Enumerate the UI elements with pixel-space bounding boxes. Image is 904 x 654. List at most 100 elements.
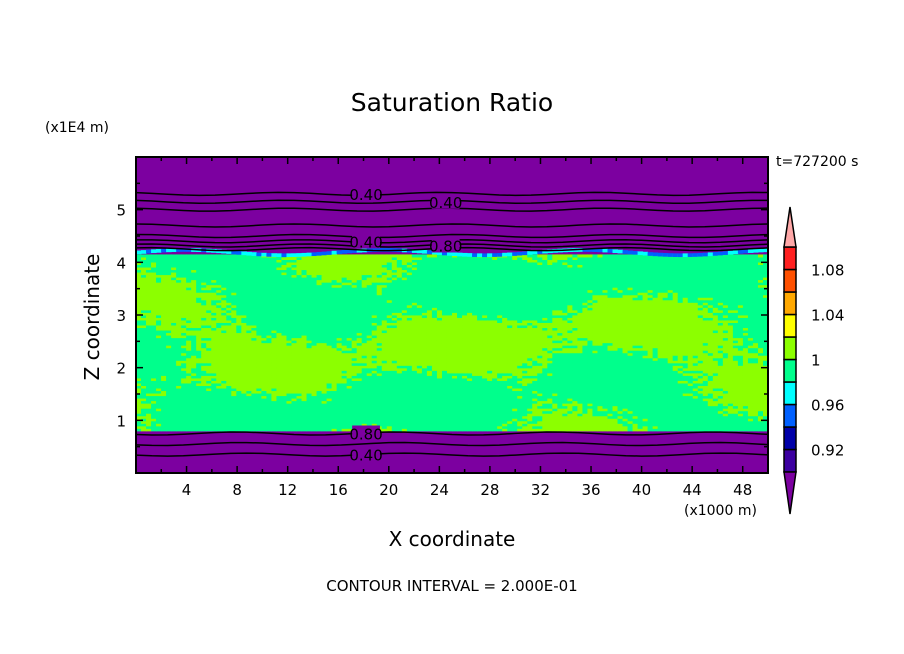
- field-cell: [477, 274, 483, 278]
- field-cell: [356, 261, 363, 266]
- field-cell: [421, 277, 428, 281]
- field-cell: [326, 319, 333, 323]
- field-cell: [446, 272, 453, 276]
- field-cell: [441, 420, 448, 424]
- field-cell: [181, 340, 187, 344]
- field-cell: [216, 405, 222, 409]
- field-cell: [326, 410, 333, 414]
- field-cell: [136, 423, 142, 427]
- field-cell: [286, 277, 292, 281]
- field-cell: [306, 287, 313, 291]
- field-cell: [161, 362, 167, 366]
- field-cell: [421, 330, 428, 334]
- field-cell: [256, 256, 262, 260]
- field-cell: [226, 393, 232, 397]
- field-cell: [381, 408, 388, 412]
- field-cell: [216, 388, 222, 392]
- field-cell: [421, 347, 428, 351]
- field-cell: [211, 355, 217, 359]
- field-cell: [181, 367, 187, 371]
- field-cell: [326, 393, 333, 397]
- field-cell: [291, 294, 298, 298]
- field-cell: [156, 425, 162, 429]
- field-cell: [416, 256, 423, 260]
- chart-title: Saturation Ratio: [350, 88, 554, 117]
- field-cell: [426, 261, 433, 266]
- field-cell: [436, 274, 443, 278]
- field-cell: [411, 350, 418, 354]
- field-cell: [381, 365, 388, 369]
- field-cell: [472, 292, 478, 296]
- field-cell: [346, 322, 353, 326]
- field-cell: [306, 345, 313, 349]
- field-cell: [306, 360, 313, 364]
- field-cell: [266, 420, 272, 424]
- field-cell: [251, 385, 257, 389]
- field-cell: [346, 307, 353, 311]
- field-cell: [161, 332, 167, 336]
- field-cell: [226, 272, 232, 276]
- field-cell: [311, 385, 318, 389]
- field-cell: [271, 299, 277, 303]
- field-cell: [386, 284, 393, 288]
- field-cell: [391, 264, 398, 268]
- field-cell: [206, 261, 212, 266]
- field-cell: [426, 413, 433, 417]
- field-cell: [406, 382, 413, 386]
- field-cell: [361, 380, 368, 384]
- field-cell: [191, 350, 197, 354]
- field-cell: [181, 322, 187, 326]
- field-cell: [261, 367, 267, 371]
- field-cell: [381, 314, 388, 318]
- field-cell: [366, 393, 373, 397]
- field-cell: [346, 390, 353, 394]
- field-cell: [436, 408, 443, 412]
- field-cell: [452, 332, 458, 336]
- field-cell: [191, 372, 197, 376]
- field-cell: [391, 408, 398, 412]
- field-cell: [452, 297, 458, 301]
- field-cell: [431, 325, 438, 329]
- field-cell: [236, 304, 242, 308]
- field-cell: [166, 292, 172, 296]
- field-cell: [401, 418, 408, 422]
- field-cell: [441, 277, 448, 281]
- field-cell: [211, 398, 217, 402]
- field-cell: [321, 256, 328, 260]
- field-cell: [261, 372, 267, 376]
- field-cell: [316, 337, 323, 341]
- field-cell: [376, 279, 383, 283]
- field-cell: [336, 388, 343, 392]
- field-cell: [261, 319, 267, 323]
- field-cell: [306, 267, 313, 271]
- field-cell: [411, 304, 418, 308]
- field-cell: [141, 420, 147, 424]
- field-cell: [266, 428, 272, 432]
- field-cell: [306, 325, 313, 329]
- field-cell: [231, 284, 237, 288]
- field-cell: [311, 317, 318, 321]
- field-cell: [276, 382, 282, 386]
- field-cell: [266, 304, 272, 308]
- field-cell: [396, 400, 403, 404]
- field-cell: [266, 307, 272, 311]
- field-cell: [261, 377, 267, 381]
- field-cell: [151, 307, 157, 311]
- field-cell: [396, 408, 403, 412]
- field-cell: [296, 302, 303, 306]
- field-cell: [477, 277, 483, 281]
- field-cell: [376, 264, 383, 268]
- field-cell: [141, 272, 147, 276]
- field-cell: [301, 330, 308, 334]
- field-cell: [341, 357, 348, 361]
- field-cell: [236, 264, 242, 268]
- field-cell: [136, 408, 142, 412]
- field-cell: [221, 388, 227, 392]
- field-cell: [351, 382, 358, 386]
- field-cell: [376, 413, 383, 417]
- field-cell: [236, 415, 242, 419]
- field-cell: [256, 307, 262, 311]
- field-cell: [426, 282, 433, 286]
- field-cell: [452, 415, 458, 419]
- field-cell: [452, 398, 458, 402]
